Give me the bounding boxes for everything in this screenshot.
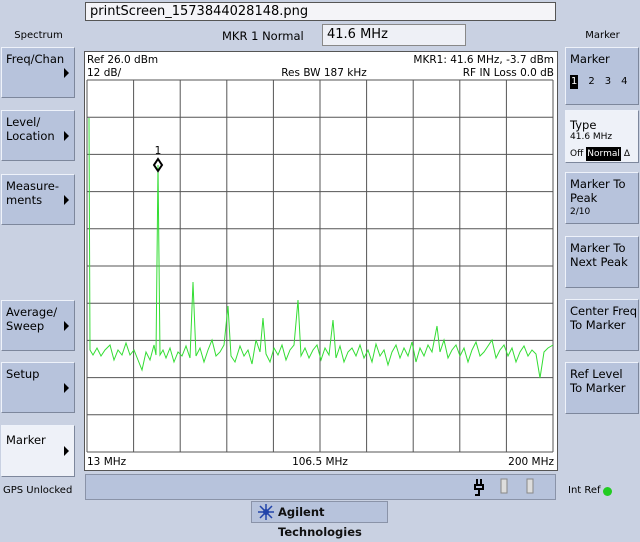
softkey-arrow	[64, 130, 69, 141]
softkey-label: To Marker	[570, 381, 626, 395]
softkey[interactable]: Ref Level To Marker	[565, 362, 639, 414]
spectrum-display: Ref 26.0 dBm MKR1: 41.6 MHz, -3.7 dBm 12…	[84, 51, 558, 471]
int-ref-label: Int Ref	[568, 485, 601, 496]
softkey-label: Average/	[6, 305, 58, 319]
softkey[interactable]: Marker	[1, 425, 75, 477]
softkey[interactable]: Marker To Next Peak	[565, 236, 639, 288]
softkey-label: Center Freq	[570, 304, 637, 318]
softkey[interactable]: Marker 1 2 3 4	[565, 47, 639, 105]
trace	[88, 117, 554, 379]
start-freq: 13 MHz	[87, 456, 127, 468]
int-ref-led	[603, 487, 612, 496]
softkey-arrow	[64, 320, 69, 331]
brand-logo	[258, 504, 274, 520]
marker-symbol	[152, 157, 164, 173]
right-panel-title: Marker	[585, 30, 620, 41]
softkey-label: Peak	[570, 191, 598, 205]
softkey-label: To Marker	[570, 318, 626, 332]
softkey-label: Marker	[6, 433, 46, 447]
softkey-label: ments	[6, 193, 43, 207]
softkey-label: Next Peak	[570, 255, 628, 269]
brand-name: Agilent Technologies	[278, 505, 362, 539]
window-title: printScreen_1573844028148.png	[85, 2, 556, 21]
softkey[interactable]: Average/Sweep	[1, 300, 75, 351]
scale: 12 dB/	[87, 67, 122, 79]
center-freq: 106.5 MHz	[292, 456, 348, 468]
type-label: Type	[570, 118, 597, 132]
graticule	[86, 79, 554, 453]
power-icon	[474, 479, 484, 496]
stop-freq: 200 MHz	[508, 456, 554, 468]
type-box[interactable]: Type 41.6 MHz Off Normal Δ	[565, 110, 639, 163]
type-option[interactable]: Normal	[586, 147, 621, 161]
marker-number-option[interactable]: 2	[588, 76, 595, 87]
softkey[interactable]: Level/Location	[1, 110, 75, 161]
softkey[interactable]: Marker To Peak 2/10	[565, 172, 639, 224]
softkey[interactable]: Measure-ments	[1, 174, 75, 225]
gps-status: GPS Unlocked	[3, 485, 73, 496]
marker-number-option[interactable]: 1	[570, 75, 579, 89]
softkey-label: Marker To	[570, 177, 626, 191]
type-options: Off Normal Δ	[570, 147, 638, 161]
softkey-label: Sweep	[6, 319, 45, 333]
softkey-label: Marker	[570, 52, 610, 66]
left-panel-title: Spectrum	[14, 30, 63, 41]
input-loss: RF IN Loss 0.0 dB	[463, 67, 554, 79]
marker-entry-label: MKR 1 Normal	[222, 29, 304, 43]
softkey-label: Location	[6, 129, 55, 143]
display-frame	[84, 51, 558, 471]
softkey-label: Measure-	[6, 179, 60, 193]
type-option[interactable]: Δ	[623, 149, 631, 159]
battery-icon	[526, 478, 534, 494]
softkey[interactable]: Freq/Chan	[1, 47, 75, 98]
softkey-arrow	[64, 67, 69, 78]
type-value: 41.6 MHz	[570, 132, 613, 142]
softkey-label: Freq/Chan	[6, 52, 65, 66]
softkey[interactable]: Center Freq To Marker	[565, 299, 639, 351]
marker-number: 1	[155, 145, 162, 157]
ref-level: Ref 26.0 dBm	[87, 54, 158, 66]
status-icons	[474, 478, 534, 496]
rbw: Res BW 187 kHz	[281, 67, 367, 79]
marker-number-option[interactable]: 4	[621, 76, 628, 87]
status-bar	[85, 474, 556, 500]
softkey-label: Ref Level	[570, 367, 623, 381]
softkey[interactable]: Setup	[1, 362, 75, 413]
battery-icon	[500, 478, 508, 494]
softkey-sub: 2/10	[570, 207, 591, 217]
softkey-arrow	[64, 382, 69, 393]
brand-bar: Agilent Technologies	[251, 501, 388, 539]
softkey-arrow	[64, 446, 69, 456]
softkey-label: Marker To	[570, 241, 626, 255]
type-option[interactable]: Off	[570, 149, 584, 159]
marker-entry-input[interactable]: 41.6 MHz	[322, 24, 466, 46]
softkey-arrow	[64, 194, 69, 205]
marker-number-option[interactable]: 3	[604, 76, 612, 87]
softkey-label: Setup	[6, 367, 40, 381]
marker-readout: MKR1: 41.6 MHz, -3.7 dBm	[413, 54, 554, 66]
softkey-label: Level/	[6, 115, 41, 129]
